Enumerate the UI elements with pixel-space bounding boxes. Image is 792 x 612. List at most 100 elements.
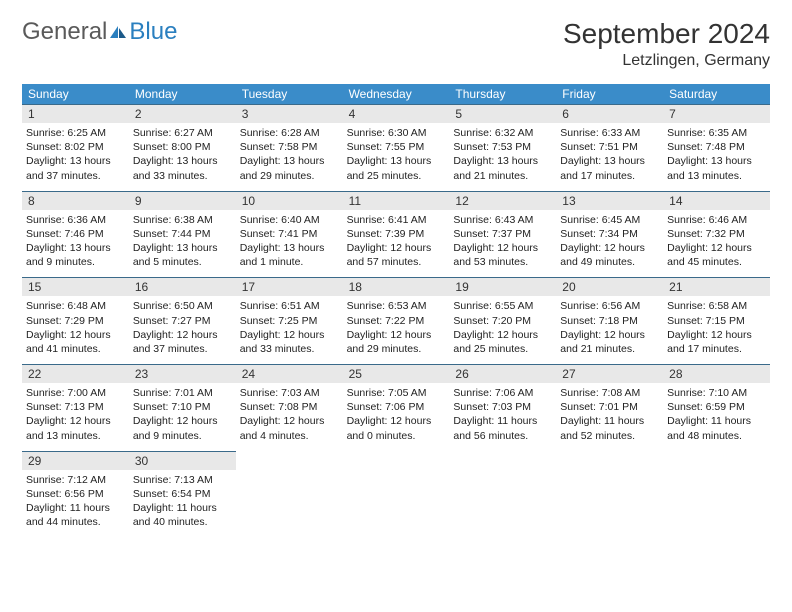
calendar-cell: 5Sunrise: 6:32 AMSunset: 7:53 PMDaylight…: [449, 104, 556, 191]
calendar-cell: 21Sunrise: 6:58 AMSunset: 7:15 PMDayligh…: [663, 277, 770, 364]
daylight-line: Daylight: 12 hours and 4 minutes.: [240, 414, 339, 442]
day-number: 8: [22, 192, 129, 210]
daylight-line: Daylight: 12 hours and 45 minutes.: [667, 241, 766, 269]
day-number: 19: [449, 278, 556, 296]
day-number: 7: [663, 105, 770, 123]
daylight-line: Daylight: 11 hours and 52 minutes.: [560, 414, 659, 442]
day-body: Sunrise: 6:30 AMSunset: 7:55 PMDaylight:…: [343, 123, 450, 183]
calendar-cell: 24Sunrise: 7:03 AMSunset: 7:08 PMDayligh…: [236, 364, 343, 451]
sunset-line: Sunset: 7:37 PM: [453, 227, 552, 241]
sunset-line: Sunset: 7:10 PM: [133, 400, 232, 414]
sunset-line: Sunset: 7:25 PM: [240, 314, 339, 328]
daylight-line: Daylight: 12 hours and 25 minutes.: [453, 328, 552, 356]
sunrise-line: Sunrise: 6:30 AM: [347, 126, 446, 140]
sunrise-line: Sunrise: 6:43 AM: [453, 213, 552, 227]
daylight-line: Daylight: 11 hours and 56 minutes.: [453, 414, 552, 442]
sunset-line: Sunset: 6:54 PM: [133, 487, 232, 501]
sunrise-line: Sunrise: 6:38 AM: [133, 213, 232, 227]
day-body: Sunrise: 6:45 AMSunset: 7:34 PMDaylight:…: [556, 210, 663, 270]
sunset-line: Sunset: 8:02 PM: [26, 140, 125, 154]
day-body: Sunrise: 6:35 AMSunset: 7:48 PMDaylight:…: [663, 123, 770, 183]
sunrise-line: Sunrise: 6:56 AM: [560, 299, 659, 313]
daylight-line: Daylight: 11 hours and 44 minutes.: [26, 501, 125, 529]
day-number: 5: [449, 105, 556, 123]
sunrise-line: Sunrise: 6:28 AM: [240, 126, 339, 140]
sunrise-line: Sunrise: 7:00 AM: [26, 386, 125, 400]
daylight-line: Daylight: 11 hours and 48 minutes.: [667, 414, 766, 442]
daylight-line: Daylight: 12 hours and 17 minutes.: [667, 328, 766, 356]
calendar-cell: 2Sunrise: 6:27 AMSunset: 8:00 PMDaylight…: [129, 104, 236, 191]
dow-header: Sunday: [22, 84, 129, 104]
day-body: Sunrise: 6:38 AMSunset: 7:44 PMDaylight:…: [129, 210, 236, 270]
day-number: 27: [556, 365, 663, 383]
daylight-line: Daylight: 13 hours and 9 minutes.: [26, 241, 125, 269]
daylight-line: Daylight: 13 hours and 5 minutes.: [133, 241, 232, 269]
sunrise-line: Sunrise: 6:53 AM: [347, 299, 446, 313]
day-number: 11: [343, 192, 450, 210]
calendar-cell: 4Sunrise: 6:30 AMSunset: 7:55 PMDaylight…: [343, 104, 450, 191]
calendar-cell: 14Sunrise: 6:46 AMSunset: 7:32 PMDayligh…: [663, 191, 770, 278]
sunset-line: Sunset: 7:55 PM: [347, 140, 446, 154]
sunset-line: Sunset: 7:20 PM: [453, 314, 552, 328]
sunrise-line: Sunrise: 6:33 AM: [560, 126, 659, 140]
day-body: Sunrise: 7:06 AMSunset: 7:03 PMDaylight:…: [449, 383, 556, 443]
day-body: Sunrise: 6:43 AMSunset: 7:37 PMDaylight:…: [449, 210, 556, 270]
daylight-line: Daylight: 13 hours and 25 minutes.: [347, 154, 446, 182]
daylight-line: Daylight: 13 hours and 21 minutes.: [453, 154, 552, 182]
sunrise-line: Sunrise: 7:13 AM: [133, 473, 232, 487]
calendar-cell: 30Sunrise: 7:13 AMSunset: 6:54 PMDayligh…: [129, 451, 236, 538]
daylight-line: Daylight: 12 hours and 57 minutes.: [347, 241, 446, 269]
sunset-line: Sunset: 7:08 PM: [240, 400, 339, 414]
sunset-line: Sunset: 7:18 PM: [560, 314, 659, 328]
sunset-line: Sunset: 7:44 PM: [133, 227, 232, 241]
day-number: 15: [22, 278, 129, 296]
sunrise-line: Sunrise: 6:35 AM: [667, 126, 766, 140]
daylight-line: Daylight: 13 hours and 17 minutes.: [560, 154, 659, 182]
sunset-line: Sunset: 7:29 PM: [26, 314, 125, 328]
sunset-line: Sunset: 7:27 PM: [133, 314, 232, 328]
daylight-line: Daylight: 13 hours and 33 minutes.: [133, 154, 232, 182]
sunrise-line: Sunrise: 6:32 AM: [453, 126, 552, 140]
dow-header: Saturday: [663, 84, 770, 104]
sunset-line: Sunset: 6:56 PM: [26, 487, 125, 501]
brand-sail-icon: [109, 25, 127, 39]
sunset-line: Sunset: 7:06 PM: [347, 400, 446, 414]
day-number: 23: [129, 365, 236, 383]
calendar-cell: 12Sunrise: 6:43 AMSunset: 7:37 PMDayligh…: [449, 191, 556, 278]
sunset-line: Sunset: 7:15 PM: [667, 314, 766, 328]
day-body: Sunrise: 7:03 AMSunset: 7:08 PMDaylight:…: [236, 383, 343, 443]
daylight-line: Daylight: 12 hours and 13 minutes.: [26, 414, 125, 442]
sunrise-line: Sunrise: 6:45 AM: [560, 213, 659, 227]
day-number: 22: [22, 365, 129, 383]
sunrise-line: Sunrise: 7:12 AM: [26, 473, 125, 487]
daylight-line: Daylight: 13 hours and 37 minutes.: [26, 154, 125, 182]
calendar-cell: 22Sunrise: 7:00 AMSunset: 7:13 PMDayligh…: [22, 364, 129, 451]
calendar-cell: 7Sunrise: 6:35 AMSunset: 7:48 PMDaylight…: [663, 104, 770, 191]
calendar-cell: 16Sunrise: 6:50 AMSunset: 7:27 PMDayligh…: [129, 277, 236, 364]
calendar-cell: 8 Sunrise: 6:36 AMSunset: 7:46 PMDaylight…: [22, 191, 129, 278]
sunrise-line: Sunrise: 6:40 AM: [240, 213, 339, 227]
location-label: Letzlingen, Germany: [563, 52, 770, 70]
calendar-cell: 9Sunrise: 6:38 AMSunset: 7:44 PMDaylight…: [129, 191, 236, 278]
daylight-line: Daylight: 13 hours and 29 minutes.: [240, 154, 339, 182]
day-number: 24: [236, 365, 343, 383]
day-body: Sunrise: 6:40 AMSunset: 7:41 PMDaylight:…: [236, 210, 343, 270]
day-number: 18: [343, 278, 450, 296]
calendar-cell-empty: [343, 451, 450, 538]
day-number: 25: [343, 365, 450, 383]
brand-blue: Blue: [129, 18, 177, 46]
day-number: 26: [449, 365, 556, 383]
daylight-line: Daylight: 13 hours and 13 minutes.: [667, 154, 766, 182]
sunset-line: Sunset: 7:51 PM: [560, 140, 659, 154]
sunset-line: Sunset: 7:34 PM: [560, 227, 659, 241]
sunrise-line: Sunrise: 6:36 AM: [26, 213, 125, 227]
dow-header: Monday: [129, 84, 236, 104]
day-number: 4: [343, 105, 450, 123]
sunset-line: Sunset: 7:58 PM: [240, 140, 339, 154]
day-number: 28: [663, 365, 770, 383]
sunset-line: Sunset: 7:46 PM: [26, 227, 125, 241]
calendar-cell: 6Sunrise: 6:33 AMSunset: 7:51 PMDaylight…: [556, 104, 663, 191]
calendar-cell: 23Sunrise: 7:01 AMSunset: 7:10 PMDayligh…: [129, 364, 236, 451]
sunrise-line: Sunrise: 6:55 AM: [453, 299, 552, 313]
sunrise-line: Sunrise: 7:05 AM: [347, 386, 446, 400]
